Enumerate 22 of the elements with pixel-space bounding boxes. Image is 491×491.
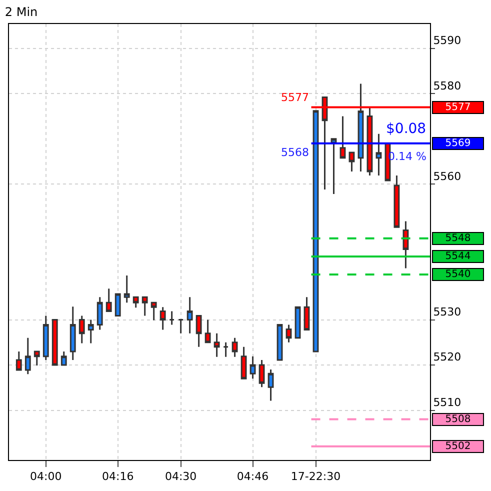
- y-tick-label: 5560: [433, 170, 462, 183]
- x-tick-label: 04:30: [164, 470, 197, 484]
- x-tick-label: 04:16: [102, 470, 134, 484]
- ref-line-label: 5540: [445, 269, 471, 280]
- y-tick-label: 5580: [433, 79, 462, 92]
- x-tick-label: 04:00: [30, 470, 62, 484]
- annotation: 5568: [281, 146, 309, 159]
- ref-line-label: 5577: [445, 102, 471, 113]
- annotation: 5577: [281, 91, 309, 104]
- ref-line-label: 5544: [445, 251, 471, 262]
- ref-line-label: 5548: [445, 233, 471, 244]
- ref-line-label: 5508: [445, 414, 471, 425]
- y-tick-label: 5530: [433, 305, 462, 318]
- chart-title: 2 Min: [4, 4, 38, 19]
- x-tick-label: 04:46: [236, 470, 269, 484]
- y-tick-label: 5520: [433, 350, 462, 364]
- y-tick-label: 5590: [433, 34, 462, 48]
- x-tick-label: 17-22:30: [290, 470, 341, 484]
- ref-line-label: 5569: [445, 138, 471, 149]
- ref-line-label: 5502: [445, 441, 471, 452]
- annotation: $0.08: [386, 121, 426, 137]
- y-tick-label: 5510: [433, 396, 462, 409]
